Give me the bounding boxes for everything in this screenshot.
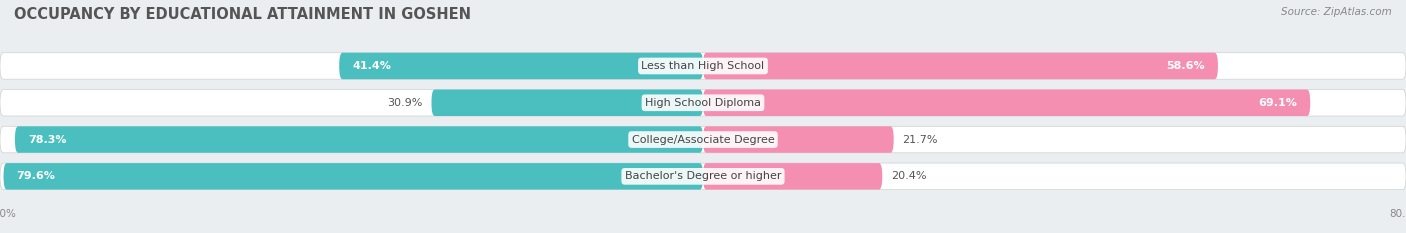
FancyBboxPatch shape: [432, 89, 703, 116]
FancyBboxPatch shape: [339, 53, 703, 79]
FancyBboxPatch shape: [15, 126, 703, 153]
Text: OCCUPANCY BY EDUCATIONAL ATTAINMENT IN GOSHEN: OCCUPANCY BY EDUCATIONAL ATTAINMENT IN G…: [14, 7, 471, 22]
Text: 58.6%: 58.6%: [1166, 61, 1205, 71]
Text: 41.4%: 41.4%: [353, 61, 391, 71]
FancyBboxPatch shape: [4, 163, 703, 190]
Text: 21.7%: 21.7%: [903, 134, 938, 144]
FancyBboxPatch shape: [0, 126, 1406, 153]
FancyBboxPatch shape: [703, 53, 1218, 79]
Text: High School Diploma: High School Diploma: [645, 98, 761, 108]
Text: College/Associate Degree: College/Associate Degree: [631, 134, 775, 144]
FancyBboxPatch shape: [0, 53, 1406, 79]
Text: Source: ZipAtlas.com: Source: ZipAtlas.com: [1281, 7, 1392, 17]
FancyBboxPatch shape: [703, 163, 883, 190]
FancyBboxPatch shape: [703, 126, 894, 153]
Text: Bachelor's Degree or higher: Bachelor's Degree or higher: [624, 171, 782, 181]
Text: Less than High School: Less than High School: [641, 61, 765, 71]
Text: 20.4%: 20.4%: [891, 171, 927, 181]
FancyBboxPatch shape: [0, 89, 1406, 116]
Text: 69.1%: 69.1%: [1258, 98, 1296, 108]
FancyBboxPatch shape: [703, 89, 1310, 116]
FancyBboxPatch shape: [0, 163, 1406, 190]
Text: 79.6%: 79.6%: [17, 171, 56, 181]
Text: 30.9%: 30.9%: [387, 98, 423, 108]
Text: 78.3%: 78.3%: [28, 134, 66, 144]
